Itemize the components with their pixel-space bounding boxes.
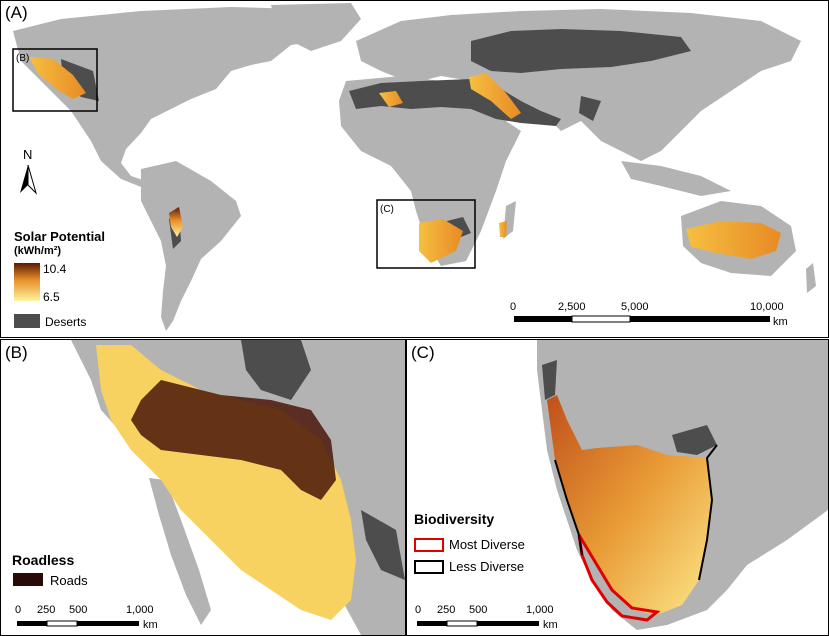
scale-bar-b	[17, 620, 139, 627]
most-diverse-swatch	[414, 538, 444, 552]
panel-c-label: (C)	[411, 343, 435, 362]
solar-legend-title: Solar Potential	[14, 229, 106, 244]
scale-bar-a	[514, 315, 770, 323]
biodiversity-legend-title: Biodiversity	[414, 511, 495, 527]
solar-gradient-swatch	[14, 263, 40, 301]
less-diverse-region	[554, 444, 718, 581]
panel-b-label: (B)	[5, 343, 28, 362]
panel-a-label: (A)	[5, 3, 28, 22]
scale-c-tick-1: 250	[437, 604, 456, 616]
scale-a-tick-1: 2,500	[558, 301, 586, 313]
less-diverse-swatch	[414, 560, 444, 574]
scale-bar-c	[417, 620, 539, 627]
new-zealand-landmass	[806, 263, 816, 293]
scale-c-tick-3: 1,000	[526, 604, 554, 616]
desert-botswana-dark	[672, 425, 717, 455]
scale-b-tick-3: 1,000	[126, 604, 154, 616]
solar-southern-africa	[547, 395, 712, 615]
most-diverse-label: Most Diverse	[449, 537, 525, 552]
scale-a-unit: km	[773, 316, 788, 328]
solar-sahara	[379, 91, 403, 107]
roadless-legend-title: Roadless	[12, 552, 75, 568]
solar-sw-us	[29, 57, 86, 99]
solar-legend-unit: (kWh/m²)	[14, 245, 62, 257]
desert-thar	[579, 96, 601, 121]
north-arrow-icon	[20, 164, 38, 195]
scale-c-tick-0: 0	[415, 604, 422, 616]
panel-a-world-map: (A) (B) (C) N Solar Potential (kWh/m²) 1…	[0, 0, 829, 338]
desert-north-america	[61, 59, 99, 101]
solar-legend-max: 10.4	[43, 262, 67, 276]
solar-madagascar	[499, 221, 507, 237]
desert-b-east	[361, 510, 405, 580]
scale-a-tick-3: 10,000	[750, 301, 784, 313]
solar-australia	[686, 221, 781, 259]
inset-c-label: (C)	[380, 204, 394, 215]
scale-a-tick-2: 5,000	[621, 301, 649, 313]
solar-legend-min: 6.5	[43, 290, 60, 304]
scale-b-tick-2: 500	[69, 604, 88, 616]
world-map-svg	[12, 3, 816, 331]
inset-b-label: (B)	[16, 53, 30, 64]
north-label: N	[23, 147, 33, 162]
eurasia-landmass	[356, 9, 801, 161]
roads-swatch	[13, 573, 43, 586]
deserts-legend-label: Deserts	[45, 315, 87, 329]
southeast-asia-islands	[621, 161, 731, 196]
most-diverse-region	[577, 534, 661, 622]
panel-c-biodiversity-map: (C) Biodiversity Most Diverse Less Diver…	[406, 339, 829, 636]
south-america-landmass	[141, 161, 241, 331]
biodiversity-map-svg	[407, 340, 828, 635]
scale-b-tick-1: 250	[37, 604, 56, 616]
solar-arabia	[469, 73, 521, 119]
baja-peninsula	[149, 478, 211, 625]
scale-c-unit: km	[543, 619, 558, 631]
scale-b-unit: km	[143, 619, 158, 631]
solar-atacama	[169, 207, 183, 237]
desert-namib-dark	[542, 360, 557, 400]
scale-b-tick-0: 0	[15, 604, 22, 616]
less-diverse-label: Less Diverse	[449, 559, 525, 574]
greenland-landmass	[271, 3, 361, 51]
desert-swatch	[14, 314, 40, 328]
solar-south-africa	[419, 219, 463, 263]
desert-central-asia	[471, 29, 691, 73]
inset-box-c	[376, 199, 476, 269]
scale-c-tick-2: 500	[469, 604, 488, 616]
panel-b-roadless-map: (B) Roadless Roads 0 250 500 1,000 km	[0, 339, 406, 636]
north-america-landmass	[13, 7, 341, 187]
desert-b-dark	[241, 340, 311, 400]
roadless-map-svg	[1, 340, 405, 635]
roads-legend-label: Roads	[50, 573, 88, 588]
inset-box-b	[12, 48, 98, 112]
roads-dense-area	[131, 380, 336, 500]
scale-a-tick-0: 0	[510, 301, 517, 313]
